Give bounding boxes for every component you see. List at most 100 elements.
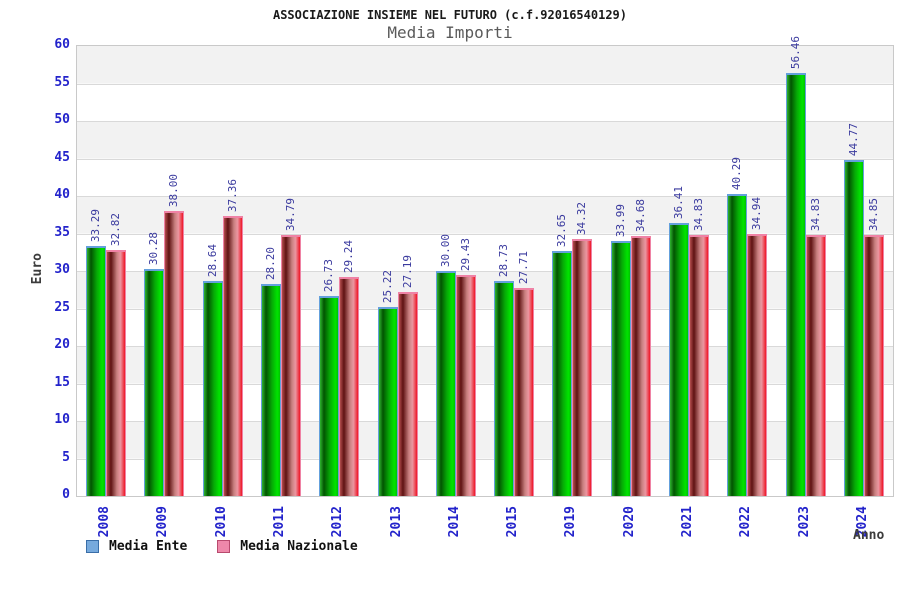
bar-media-nazionale-2021	[689, 235, 709, 496]
gridline-y5	[77, 458, 893, 460]
x-tick-2021: 2021	[680, 506, 695, 538]
y-tick-45: 45	[54, 149, 70, 165]
bar-media-nazionale-2009	[164, 211, 184, 496]
y-tick-5: 5	[62, 449, 70, 465]
bar-media-nazionale-2020	[631, 236, 651, 496]
x-tick-2012: 2012	[330, 506, 345, 538]
x-tick-2010: 2010	[214, 506, 229, 538]
chart-subtitle: Media Importi	[387, 23, 513, 42]
x-tick-2011: 2011	[272, 506, 287, 538]
x-tick-2023: 2023	[797, 506, 812, 538]
x-tick-2013: 2013	[389, 506, 404, 538]
value-label-media-ente-2020: 33.99	[614, 203, 627, 237]
y-tick-40: 40	[54, 187, 70, 202]
value-label-media-ente-2010: 28.64	[206, 243, 219, 277]
y-tick-0: 0	[62, 487, 70, 502]
value-label-media-ente-2011: 28.20	[264, 246, 277, 280]
value-label-media-ente-2014: 30.00	[439, 233, 452, 267]
y-tick-10: 10	[54, 412, 70, 427]
bar-media-ente-2012	[319, 296, 339, 496]
bar-media-nazionale-2014	[456, 275, 476, 496]
gridline-y20	[77, 346, 893, 347]
x-tick-2008: 2008	[97, 506, 112, 538]
value-label-media-ente-2024: 44.77	[847, 122, 860, 156]
x-tick-2022: 2022	[738, 506, 753, 538]
bar-media-nazionale-2019	[572, 239, 592, 496]
gridline-y10	[77, 421, 893, 422]
bar-media-ente-2015	[494, 281, 514, 496]
bar-media-ente-2019	[552, 251, 572, 496]
gridline-y15	[77, 383, 893, 385]
legend: Media Ente Media Nazionale	[86, 539, 358, 554]
legend-label: Media Ente	[109, 539, 188, 554]
bar-media-ente-2014	[436, 271, 456, 496]
legend-swatch-media-nazionale	[217, 540, 231, 553]
value-label-media-ente-2009: 30.28	[147, 231, 160, 265]
value-label-media-nazionale-2021: 34.83	[692, 197, 705, 231]
value-label-media-nazionale-2010: 37.36	[226, 178, 239, 212]
bar-media-ente-2011	[261, 284, 281, 496]
y-tick-30: 30	[54, 262, 70, 277]
value-label-media-nazionale-2024: 34.85	[867, 197, 880, 231]
value-label-media-ente-2015: 28.73	[497, 243, 510, 277]
gridline-y35	[77, 233, 893, 235]
bar-media-ente-2009	[144, 269, 164, 496]
y-tick-20: 20	[54, 337, 70, 352]
value-label-media-ente-2023: 56.46	[789, 35, 802, 69]
value-label-media-nazionale-2015: 27.71	[517, 250, 530, 284]
chart-title: ASSOCIAZIONE INSIEME NEL FUTURO (c.f.920…	[272, 8, 627, 22]
value-label-media-ente-2019: 32.65	[555, 213, 568, 247]
y-tick-55: 55	[54, 74, 70, 90]
x-tick-2015: 2015	[505, 506, 520, 538]
y-tick-15: 15	[54, 374, 70, 390]
bar-media-nazionale-2011	[281, 235, 301, 496]
value-label-media-ente-2012: 26.73	[322, 258, 335, 292]
gridline-y50	[77, 121, 893, 122]
gridline-y40	[77, 196, 893, 197]
x-axis-title: Anno	[853, 528, 885, 543]
bar-media-ente-2024	[844, 160, 864, 496]
bar-media-nazionale-2022	[747, 234, 767, 496]
value-label-media-nazionale-2009: 38.00	[167, 173, 180, 207]
bar-media-ente-2008	[86, 246, 106, 496]
value-label-media-nazionale-2014: 29.43	[459, 237, 472, 271]
bar-media-nazionale-2010	[223, 216, 243, 496]
x-tick-2019: 2019	[563, 506, 578, 538]
value-label-media-nazionale-2022: 34.94	[750, 196, 763, 230]
value-label-media-nazionale-2011: 34.79	[284, 197, 297, 231]
bar-media-nazionale-2023	[806, 235, 826, 496]
bar-media-ente-2010	[203, 281, 223, 496]
bar-media-ente-2020	[611, 241, 631, 496]
value-label-media-nazionale-2023: 34.83	[809, 197, 822, 231]
y-tick-35: 35	[54, 224, 70, 240]
x-tick-2009: 2009	[155, 506, 170, 538]
value-label-media-nazionale-2020: 34.68	[634, 198, 647, 232]
gridline-y45	[77, 158, 893, 160]
legend-swatch-media-ente	[86, 540, 99, 553]
plot-area: 33.29 32.82 30.28 38.00 28.64 37.36 28.20 34.79…	[76, 36, 894, 497]
value-label-media-ente-2021: 36.41	[672, 185, 685, 219]
value-label-media-nazionale-2012: 29.24	[342, 239, 355, 273]
x-tick-2014: 2014	[447, 506, 462, 538]
value-label-media-ente-2013: 25.22	[381, 269, 394, 303]
bar-media-nazionale-2015	[514, 288, 534, 496]
value-label-media-ente-2008: 33.29	[89, 208, 102, 242]
y-tick-25: 25	[54, 299, 70, 315]
gridline-y25	[77, 308, 893, 310]
bar-media-ente-2021	[669, 223, 689, 496]
value-label-media-nazionale-2019: 34.32	[575, 201, 588, 235]
bar-media-ente-2023	[786, 73, 806, 496]
value-label-media-nazionale-2013: 27.19	[401, 254, 414, 288]
bar-media-ente-2022	[727, 194, 747, 496]
gridline-y55	[77, 83, 893, 85]
x-tick-2020: 2020	[622, 506, 637, 538]
y-tick-60: 60	[54, 37, 70, 52]
gridline-y30	[77, 271, 893, 272]
bar-media-nazionale-2012	[339, 277, 359, 496]
legend-label: Media Nazionale	[240, 539, 358, 554]
legend-item-media-nazionale: Media Nazionale	[217, 539, 358, 554]
bar-media-nazionale-2024	[864, 235, 884, 496]
legend-item-media-ente: Media Ente	[86, 539, 187, 554]
bar-media-ente-2013	[378, 307, 398, 496]
